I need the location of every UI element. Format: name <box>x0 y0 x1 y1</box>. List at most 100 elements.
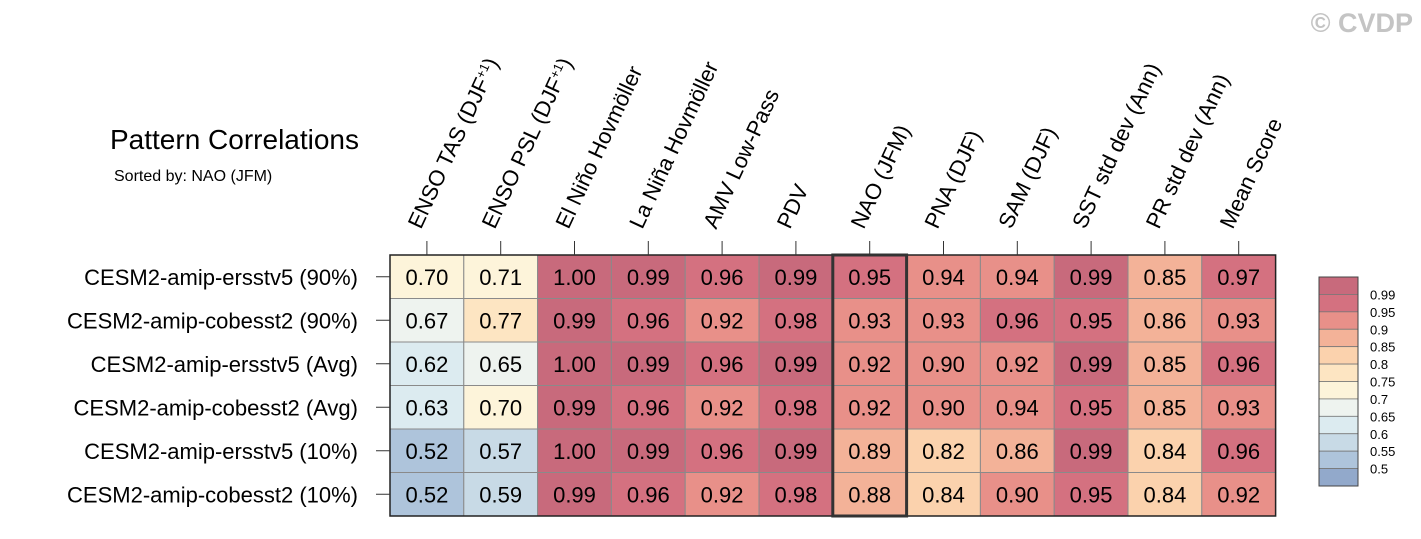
heatmap-cell <box>1201 254 1277 299</box>
cell-value-label: 0.70 <box>405 265 448 290</box>
colorbar-segment <box>1318 363 1359 382</box>
heatmap-cell <box>463 472 539 517</box>
cell-value-label: 0.85 <box>1143 395 1186 420</box>
cell-value-label: 0.95 <box>1070 482 1113 507</box>
colorbar-label: 0.99 <box>1370 287 1395 302</box>
colorbar-segment <box>1318 276 1359 295</box>
cell-value-label: 0.67 <box>405 308 448 333</box>
heatmap-cell <box>1053 385 1129 430</box>
chart-title: Pattern Correlations <box>110 124 360 155</box>
cell-value-label: 0.92 <box>996 352 1039 377</box>
heatmap-cell <box>537 341 612 386</box>
cell-value-label: 0.96 <box>627 395 670 420</box>
cell-value-label: 0.98 <box>774 308 817 333</box>
cell-value-label: 0.84 <box>1143 482 1186 507</box>
heatmap-cell <box>758 385 834 430</box>
column-label-text: PNA (DJF) <box>919 126 986 232</box>
colorbar-segment <box>1318 450 1359 469</box>
colorbar-segment <box>1318 415 1359 435</box>
row-label: CESM2-amip-cobesst2 (10%) <box>67 482 358 507</box>
heatmap-cell <box>758 298 834 343</box>
cell-value-label: 0.92 <box>701 482 744 507</box>
row-label: CESM2-amip-ersstv5 (10%) <box>84 439 358 464</box>
row-label: CESM2-amip-cobesst2 (Avg) <box>74 395 358 420</box>
cell-value-label: 0.63 <box>405 395 448 420</box>
column-label-text: AMV Low-Pass <box>698 85 784 232</box>
heatmap-cell <box>1053 428 1129 473</box>
heatmap-cell <box>463 254 539 299</box>
cell-value-label: 0.96 <box>701 439 744 464</box>
heatmap-cell <box>684 298 760 343</box>
heatmap-cell <box>1127 472 1203 517</box>
cell-value-label: 0.99 <box>1070 265 1113 290</box>
heatmap-cell <box>1053 472 1129 517</box>
column-label: AMV Low-Pass <box>698 85 784 232</box>
colorbar-frame <box>1318 276 1359 487</box>
cell-value-label: 0.52 <box>405 482 448 507</box>
cell-value-label: 0.99 <box>774 352 817 377</box>
heatmap-cell <box>979 341 1055 386</box>
row-label: CESM2-amip-cobesst2 (90%) <box>67 308 358 333</box>
cell-value-label: 1.00 <box>553 352 596 377</box>
cell-value-label: 0.95 <box>848 265 891 290</box>
column-label-superscript: +1 <box>546 61 566 81</box>
heatmap-cell <box>1127 298 1203 343</box>
cell-value-label: 0.93 <box>1217 395 1260 420</box>
heatmap-cell <box>906 472 981 517</box>
watermark: © CVDP <box>1310 8 1413 38</box>
heatmap-cell <box>1127 254 1203 299</box>
cell-value-label: 0.88 <box>848 482 891 507</box>
cell-value-label: 0.96 <box>1217 439 1260 464</box>
cell-value-label: 0.89 <box>848 439 891 464</box>
cell-value-label: 0.85 <box>1143 352 1186 377</box>
column-label-text: ENSO PSL (DJF <box>477 74 569 232</box>
column-label: SAM (DJF) <box>993 123 1062 232</box>
cell-value-label: 0.93 <box>848 308 891 333</box>
cell-value-label: 0.96 <box>701 352 744 377</box>
colorbar-label: 0.8 <box>1370 357 1388 372</box>
cell-value-label: 0.97 <box>1217 265 1260 290</box>
cell-value-label: 0.99 <box>774 439 817 464</box>
heatmap-cell <box>684 428 760 473</box>
cell-value-label: 0.99 <box>627 439 670 464</box>
cell-value-label: 0.62 <box>405 352 448 377</box>
heatmap-cell <box>389 298 465 343</box>
cell-value-label: 0.99 <box>774 265 817 290</box>
cell-value-label: 0.95 <box>1070 395 1113 420</box>
heatmap-cell <box>389 385 465 430</box>
heatmap-cell <box>684 472 760 517</box>
cell-value-label: 0.93 <box>922 308 965 333</box>
cell-value-label: 0.99 <box>553 482 596 507</box>
colorbar-label: 0.9 <box>1370 322 1388 337</box>
heatmap-cell <box>463 385 539 430</box>
heatmap-cell <box>979 298 1055 343</box>
cell-value-label: 0.70 <box>479 395 522 420</box>
cell-value-label: 0.99 <box>1070 352 1113 377</box>
row-label: CESM2-amip-ersstv5 (Avg) <box>91 352 358 377</box>
column-label-text: NAO (JFM) <box>846 121 916 232</box>
colorbar-segment <box>1318 311 1359 330</box>
cell-value-label: 0.93 <box>1217 308 1260 333</box>
colorbar-segment <box>1318 328 1359 348</box>
cell-value-label: 0.96 <box>1217 352 1260 377</box>
cell-value-label: 0.94 <box>996 265 1039 290</box>
cell-value-label: 0.77 <box>479 308 522 333</box>
cell-value-label: 0.92 <box>1217 482 1260 507</box>
cell-value-label: 0.82 <box>922 439 965 464</box>
cell-value-label: 0.71 <box>479 265 522 290</box>
colorbar-label: 0.55 <box>1370 444 1395 459</box>
cell-value-label: 0.96 <box>627 482 670 507</box>
cell-value-label: 0.96 <box>996 308 1039 333</box>
cell-value-label: 0.98 <box>774 482 817 507</box>
heatmap-cell <box>758 428 834 473</box>
chart-subtitle: Sorted by: NAO (JFM) <box>114 168 273 185</box>
heatmap-cell <box>684 385 760 430</box>
column-label-text: PDV <box>772 180 814 232</box>
cell-value-label: 0.90 <box>922 352 965 377</box>
colorbar-segment <box>1318 294 1359 313</box>
cell-value-label: 0.96 <box>701 265 744 290</box>
heatmap-cell <box>1201 428 1277 473</box>
cell-value-label: 0.84 <box>1143 439 1186 464</box>
cell-value-label: 0.86 <box>996 439 1039 464</box>
